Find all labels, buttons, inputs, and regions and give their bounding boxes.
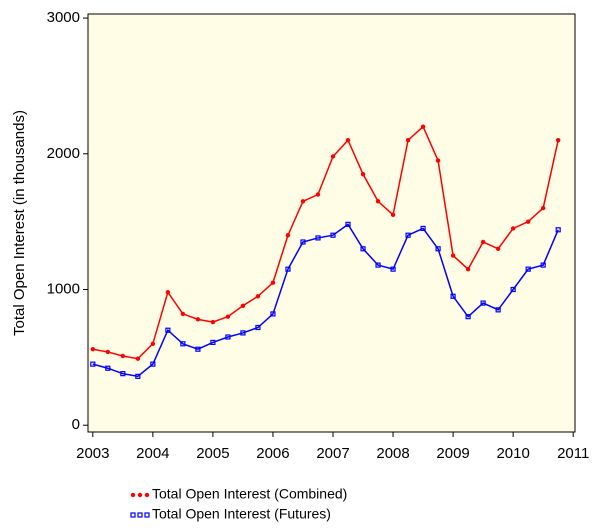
data-point — [495, 246, 501, 251]
data-point — [165, 290, 171, 295]
plot-area — [87, 13, 576, 433]
legend-symbol — [144, 512, 150, 518]
data-point — [150, 341, 156, 346]
data-point — [195, 317, 201, 322]
data-point — [180, 341, 186, 347]
data-point — [330, 232, 336, 238]
legend-symbol — [130, 512, 136, 518]
legend-symbol — [130, 492, 136, 498]
data-point — [270, 280, 276, 285]
data-point — [360, 171, 366, 177]
data-point — [210, 339, 216, 346]
data-point — [480, 239, 486, 245]
data-point — [285, 233, 291, 238]
data-point — [165, 327, 171, 333]
data-point — [225, 334, 231, 340]
legend-label: Total Open Interest (Futures) — [152, 506, 331, 522]
data-point — [495, 307, 501, 313]
data-point — [540, 262, 546, 268]
data-point — [255, 294, 261, 299]
y-tick-label: 0 — [72, 416, 80, 433]
data-point — [135, 373, 141, 379]
data-point — [150, 361, 156, 367]
data-point — [300, 199, 306, 204]
x-tick-label: 2010 — [496, 445, 529, 462]
data-point — [240, 303, 246, 308]
legend-symbol — [137, 512, 143, 518]
data-point — [255, 324, 261, 331]
data-point — [420, 225, 426, 232]
data-point — [240, 330, 246, 336]
data-point — [300, 239, 306, 245]
data-point — [195, 346, 201, 352]
data-point — [120, 353, 126, 359]
data-point — [405, 232, 411, 238]
data-point — [105, 349, 111, 355]
data-point — [345, 138, 351, 143]
y-tick-label: 2000 — [47, 145, 80, 162]
data-point — [360, 246, 366, 252]
data-point — [405, 138, 411, 143]
data-point — [210, 319, 216, 325]
data-point — [450, 253, 456, 258]
x-tick-label: 2003 — [76, 445, 109, 462]
data-point — [465, 266, 471, 272]
data-point — [345, 221, 351, 227]
data-point — [435, 158, 441, 163]
data-point — [375, 199, 381, 204]
data-point — [180, 311, 186, 317]
data-point — [390, 266, 396, 272]
x-tick-label: 2004 — [136, 445, 169, 462]
legend-label: Total Open Interest (Combined) — [152, 486, 347, 502]
data-point — [525, 266, 531, 272]
x-tick-label: 2011 — [557, 445, 589, 462]
legend-symbol — [144, 492, 150, 498]
x-tick-label: 2009 — [436, 445, 469, 462]
legend-symbol — [137, 492, 143, 498]
data-point — [540, 205, 546, 211]
data-point — [435, 246, 441, 252]
series-line — [92, 125, 559, 360]
data-point — [90, 347, 96, 352]
x-tick-label: 2005 — [196, 445, 229, 462]
data-point — [510, 226, 516, 231]
y-axis-label: Total Open Interest (in thousands) — [11, 110, 28, 336]
data-point — [135, 356, 141, 361]
data-point — [390, 212, 396, 218]
data-point — [90, 361, 96, 367]
x-tick-label: 2008 — [376, 445, 409, 462]
data-point — [270, 311, 276, 317]
data-point — [525, 219, 531, 224]
data-point — [465, 314, 471, 320]
data-point — [450, 293, 456, 299]
data-point — [510, 286, 516, 293]
data-point — [555, 138, 561, 143]
x-tick-label: 2006 — [256, 445, 289, 462]
data-point — [330, 154, 336, 159]
data-point — [480, 300, 486, 306]
data-point — [120, 371, 126, 377]
data-point — [420, 124, 426, 129]
y-tick-label: 3000 — [47, 9, 80, 26]
data-point — [375, 262, 381, 268]
data-point — [285, 266, 291, 272]
data-point — [315, 192, 321, 197]
data-point — [105, 365, 111, 371]
y-tick-label: 1000 — [47, 280, 80, 297]
data-point — [555, 227, 561, 233]
data-point — [315, 235, 321, 241]
x-tick-label: 2007 — [316, 445, 349, 462]
data-point — [225, 314, 231, 319]
